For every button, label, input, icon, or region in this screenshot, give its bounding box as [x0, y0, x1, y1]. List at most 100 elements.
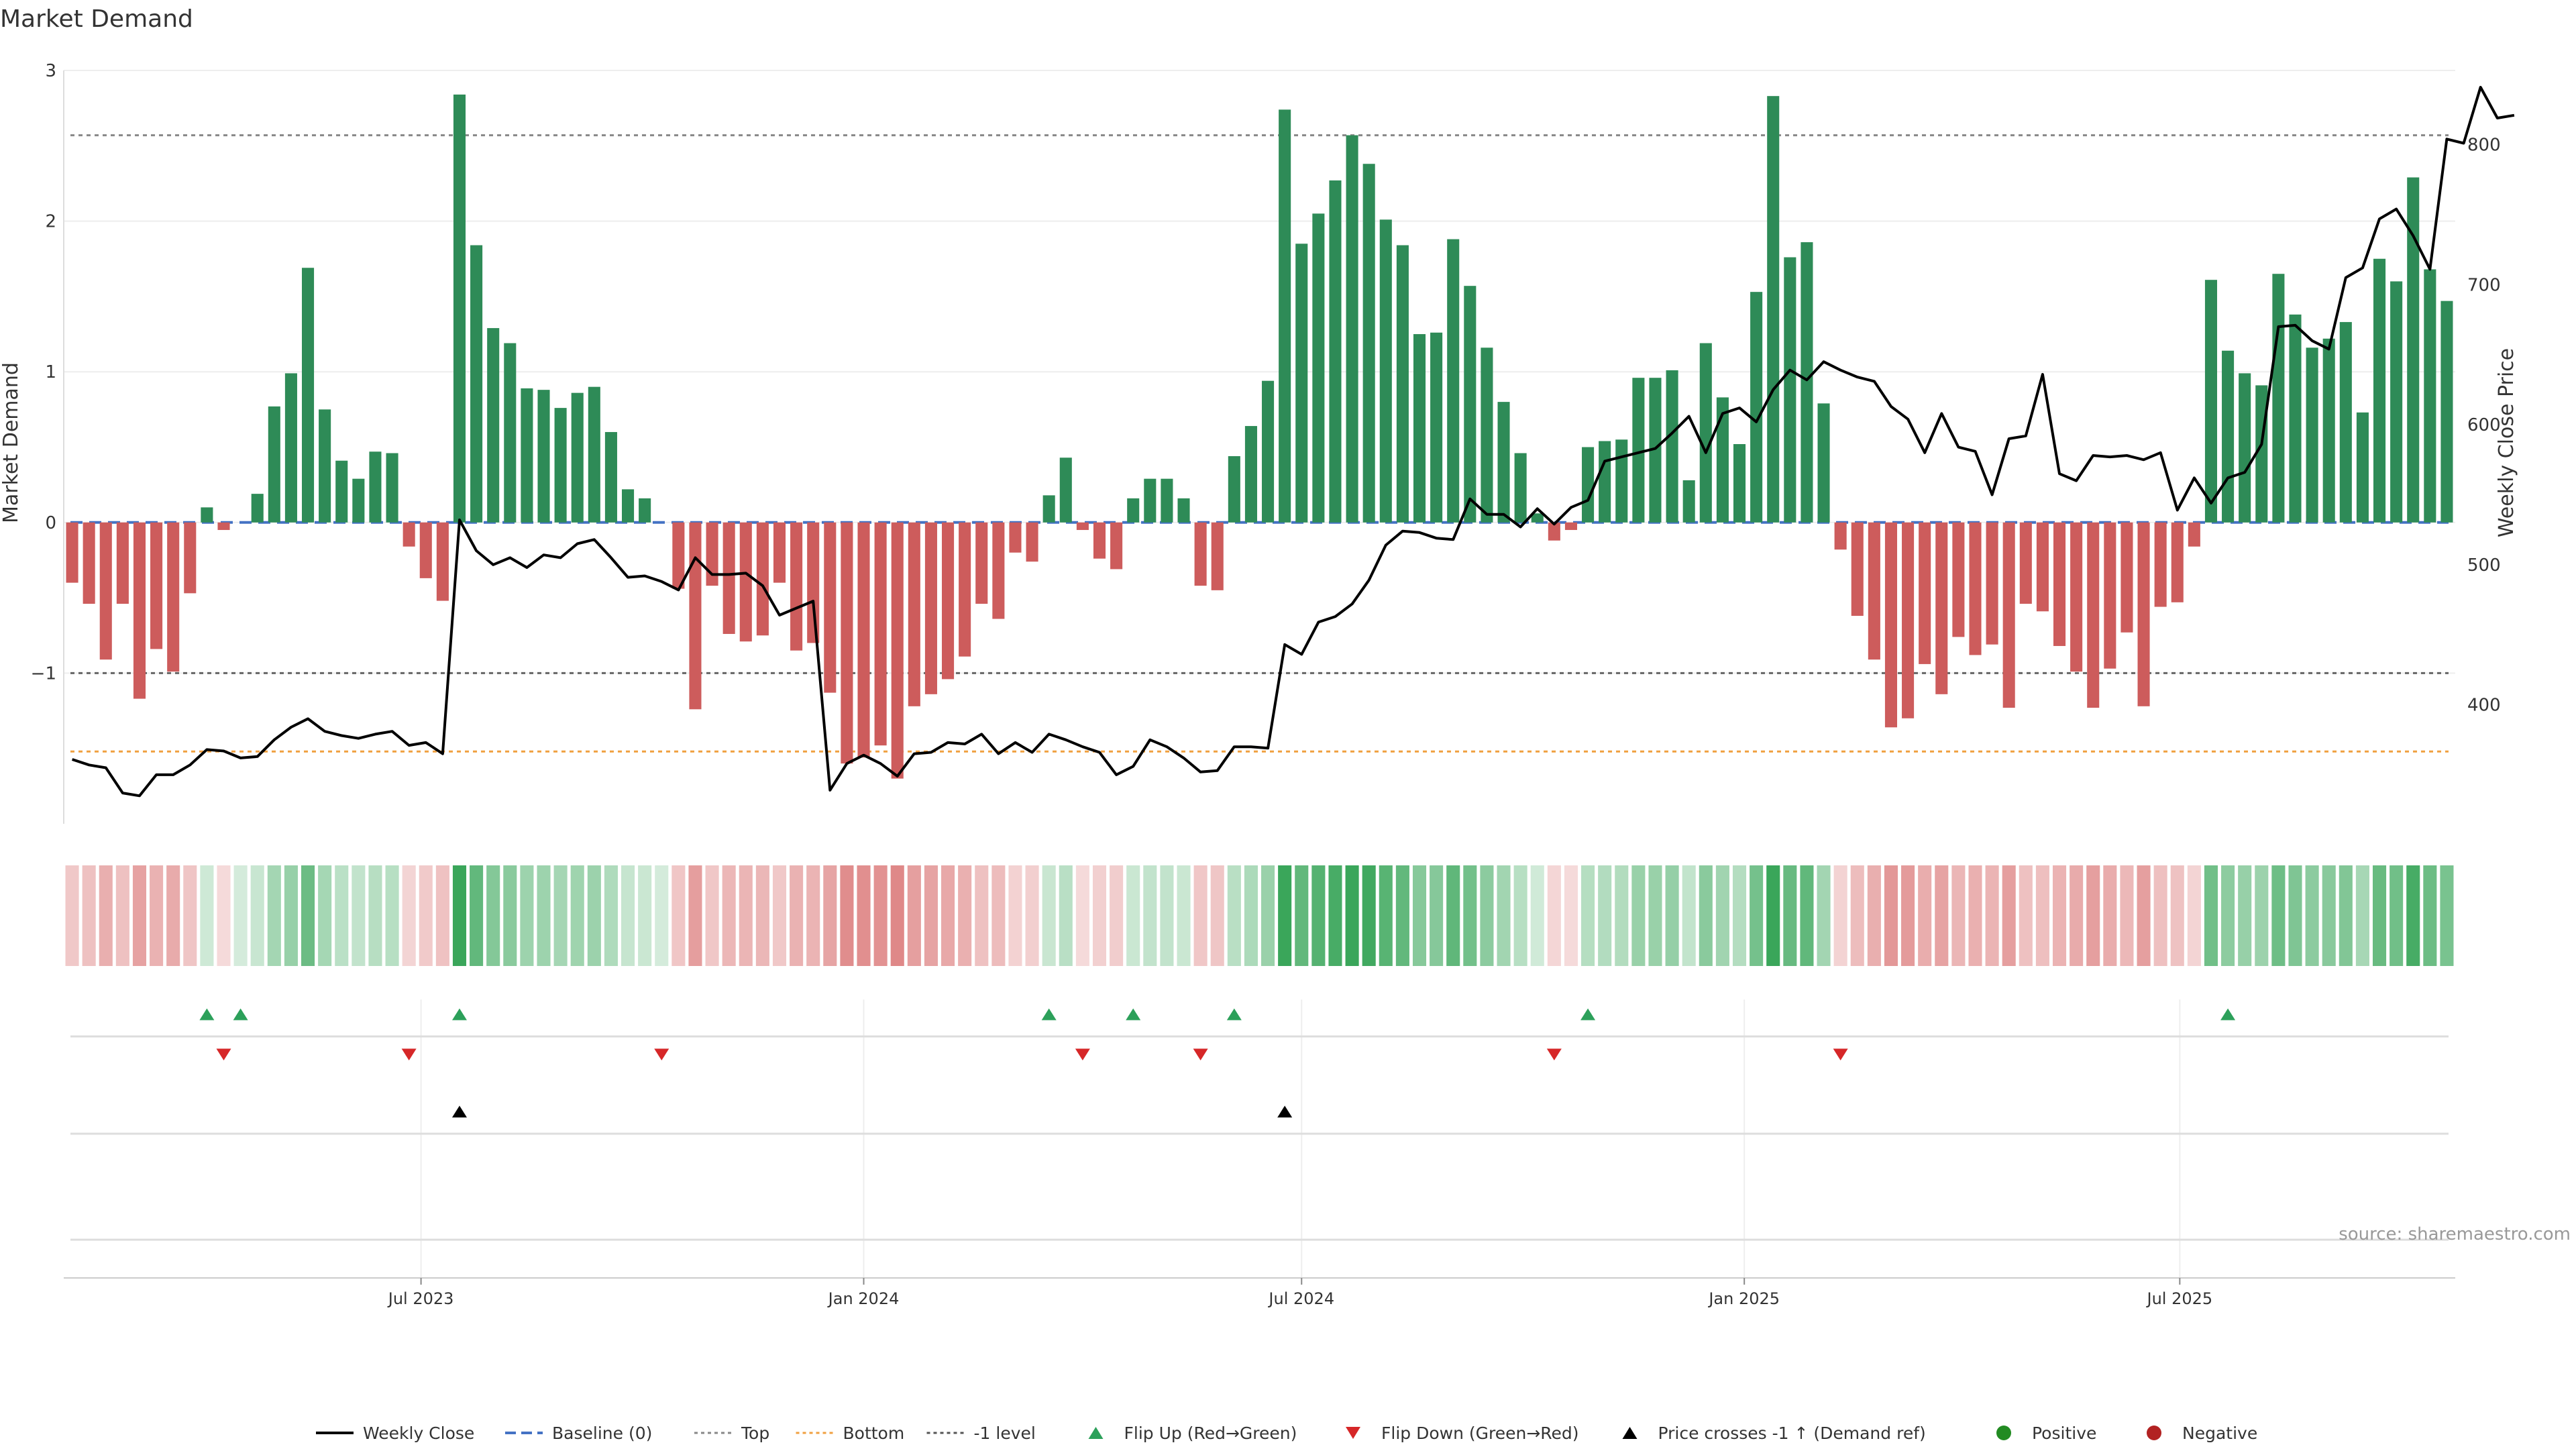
demand-bar — [722, 522, 735, 635]
demand-bar — [1851, 522, 1864, 616]
strip-cell — [1850, 865, 1864, 966]
demand-bar — [2390, 281, 2403, 523]
demand-bar — [1784, 257, 1796, 523]
strip-cell — [2221, 865, 2235, 966]
strip-cell — [520, 865, 534, 966]
demand-bar — [319, 409, 331, 523]
strip-cell — [1075, 865, 1089, 966]
demand-bar — [2087, 522, 2100, 708]
strip-cell — [2238, 865, 2252, 966]
strip-cell — [267, 865, 281, 966]
demand-bar — [1059, 458, 1072, 523]
demand-bar — [1767, 96, 1780, 523]
strip-cell — [1581, 865, 1595, 966]
strip-cell — [470, 865, 484, 966]
demand-bar — [453, 94, 466, 523]
demand-bar — [1666, 370, 1678, 523]
demand-bar — [924, 522, 937, 694]
demand-bar — [1110, 522, 1123, 570]
strip-cell — [739, 865, 753, 966]
strip-cell — [991, 865, 1006, 966]
demand-bar — [470, 245, 483, 523]
y-tick-label: 3 — [45, 61, 56, 81]
strip-cell — [82, 865, 96, 966]
strip-cell — [1025, 865, 1039, 966]
demand-bar — [1161, 478, 1173, 523]
price-cross-marker — [451, 1106, 467, 1118]
x-tick-label: Jul 2023 — [387, 1289, 454, 1308]
strip-cell — [1497, 865, 1511, 966]
strip-cell — [840, 865, 854, 966]
demand-bar — [436, 522, 449, 601]
strip-cell — [1210, 865, 1224, 966]
strip-cell — [1446, 865, 1460, 966]
demand-bar — [2222, 350, 2235, 523]
demand-bar — [2289, 314, 2302, 523]
strip-cell — [1817, 865, 1831, 966]
strip-cell — [2204, 865, 2218, 966]
strip-cell — [1715, 865, 1729, 966]
strip-cell — [1985, 865, 1999, 966]
strip-cell — [2423, 865, 2437, 966]
strip-cell — [217, 865, 231, 966]
flip-up-marker — [1226, 1008, 1242, 1020]
strip-cell — [1110, 865, 1124, 966]
strip-cell — [65, 865, 79, 966]
strip-cell — [1750, 865, 1764, 966]
strip-cell — [823, 865, 837, 966]
demand-bar — [1599, 441, 1611, 523]
strip-cell — [385, 865, 399, 966]
strip-cell — [1901, 865, 1915, 966]
strip-cell — [755, 865, 769, 966]
demand-bar — [1481, 347, 1493, 523]
demand-bar — [1312, 213, 1325, 523]
strip-cell — [790, 865, 804, 966]
demand-bar — [2407, 177, 2420, 523]
y-tick-label: −1 — [31, 663, 56, 684]
demand-bar — [2070, 522, 2083, 672]
demand-bar — [1379, 219, 1392, 523]
strip-cell — [890, 865, 904, 966]
demand-bar — [639, 498, 651, 523]
demand-bar — [419, 522, 432, 578]
strip-cell — [1412, 865, 1427, 966]
strip-cell — [1430, 865, 1444, 966]
strip-cell — [1092, 865, 1107, 966]
demand-bar — [1295, 244, 1308, 523]
strip-cell — [2390, 865, 2404, 966]
legend-item: Weekly Close — [316, 1424, 474, 1443]
strip-cell — [301, 865, 315, 966]
flip-up-marker — [233, 1008, 248, 1020]
demand-bar — [942, 522, 955, 680]
strip-cell — [1665, 865, 1679, 966]
demand-bar — [335, 460, 348, 523]
strip-cell — [2035, 865, 2049, 966]
demand-bar — [992, 522, 1005, 619]
demand-bar — [706, 522, 718, 586]
strip-cell — [352, 865, 366, 966]
demand-bar — [2306, 347, 2318, 523]
strip-cell — [402, 865, 416, 966]
demand-bar — [604, 432, 617, 523]
strip-cell — [2002, 865, 2016, 966]
demand-bar — [554, 408, 567, 523]
strip-cell — [2372, 865, 2387, 966]
flip-down-marker — [401, 1049, 417, 1061]
demand-bar — [672, 522, 685, 589]
strip-cell — [1530, 865, 1544, 966]
demand-bar — [369, 451, 382, 523]
demand-bar — [1464, 286, 1477, 523]
demand-bar — [908, 522, 920, 706]
strip-cell — [368, 865, 382, 966]
strip-cell — [570, 865, 584, 966]
strip-cell — [1513, 865, 1527, 966]
demand-bar — [284, 373, 297, 523]
strip-cell — [1648, 865, 1662, 966]
strip-cell — [1193, 865, 1208, 966]
legend-label: Positive — [2032, 1424, 2096, 1443]
strip-cell — [857, 865, 871, 966]
demand-bar — [1262, 380, 1275, 523]
strip-cell — [2137, 865, 2151, 966]
strip-cell — [435, 865, 449, 966]
